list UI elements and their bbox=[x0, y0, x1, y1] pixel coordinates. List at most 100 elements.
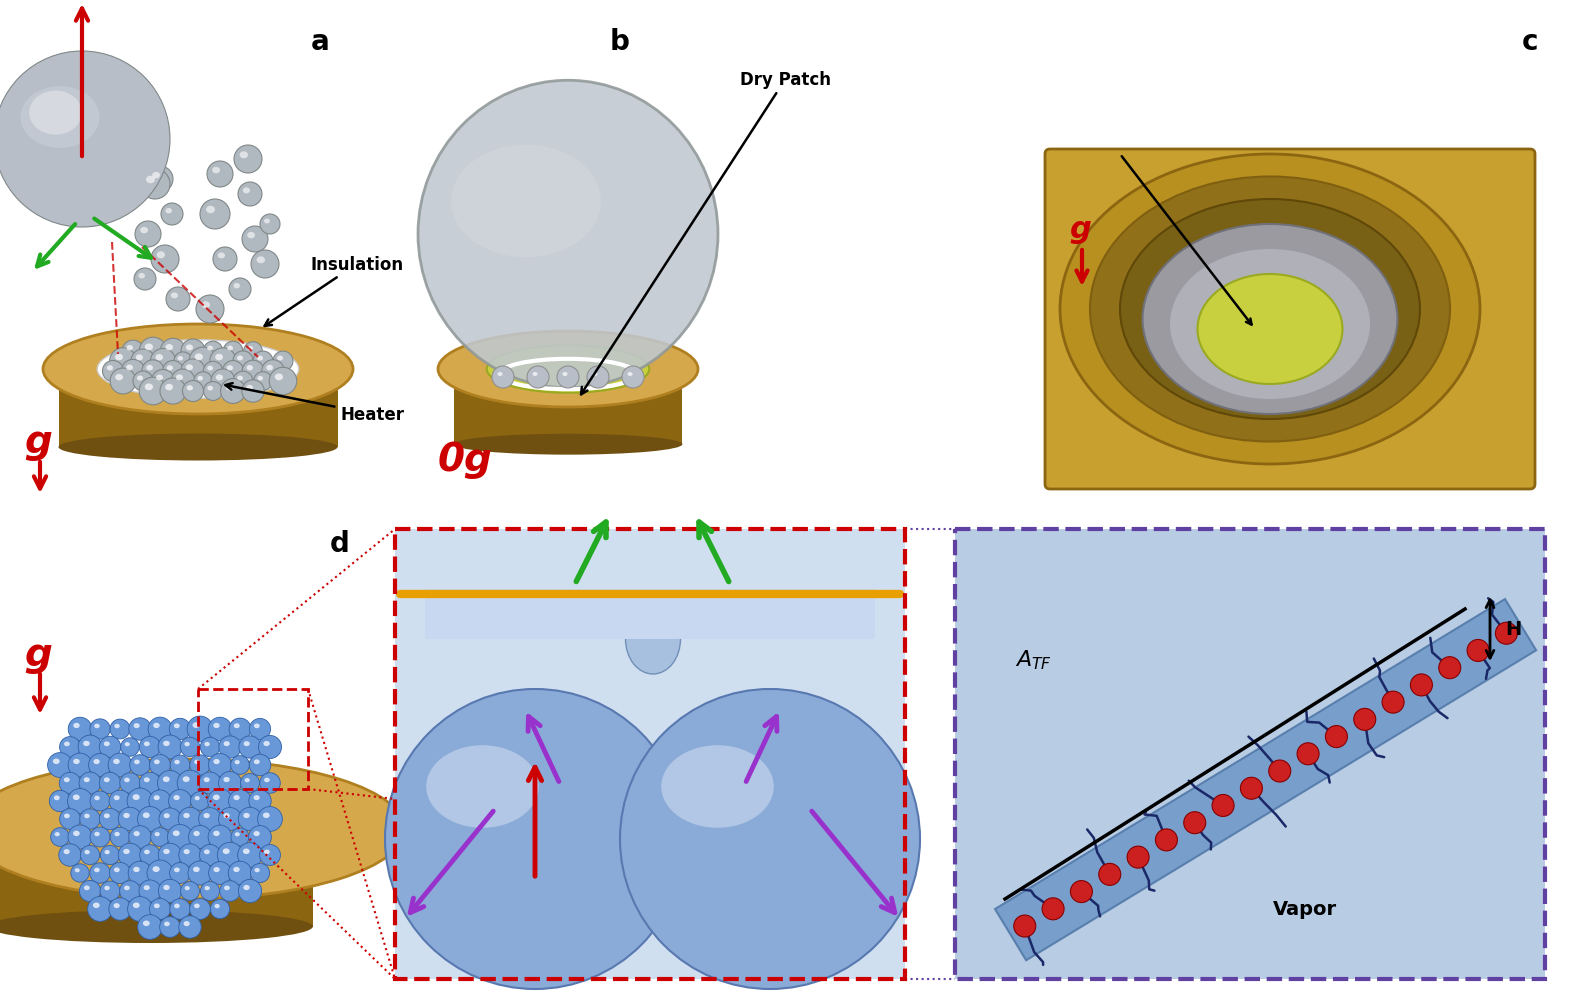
Circle shape bbox=[151, 246, 180, 274]
Ellipse shape bbox=[65, 777, 69, 782]
Ellipse shape bbox=[450, 145, 602, 258]
Ellipse shape bbox=[72, 759, 80, 764]
Circle shape bbox=[238, 880, 261, 903]
Ellipse shape bbox=[123, 813, 129, 818]
Circle shape bbox=[101, 882, 120, 901]
Ellipse shape bbox=[1170, 250, 1370, 399]
Circle shape bbox=[90, 719, 110, 739]
Circle shape bbox=[238, 843, 263, 868]
Ellipse shape bbox=[224, 741, 230, 746]
Circle shape bbox=[1269, 760, 1292, 782]
Ellipse shape bbox=[227, 366, 233, 371]
Circle shape bbox=[232, 828, 249, 847]
Circle shape bbox=[79, 772, 101, 794]
Circle shape bbox=[132, 372, 153, 391]
Text: g: g bbox=[24, 422, 52, 460]
Ellipse shape bbox=[194, 760, 200, 764]
Circle shape bbox=[161, 339, 186, 364]
Circle shape bbox=[222, 361, 244, 382]
Circle shape bbox=[110, 719, 129, 739]
Circle shape bbox=[151, 827, 170, 847]
Circle shape bbox=[99, 736, 121, 758]
Ellipse shape bbox=[213, 168, 220, 175]
Ellipse shape bbox=[135, 355, 143, 361]
Circle shape bbox=[134, 269, 156, 291]
Circle shape bbox=[99, 808, 121, 829]
Circle shape bbox=[50, 827, 69, 847]
Ellipse shape bbox=[162, 776, 170, 782]
Ellipse shape bbox=[277, 356, 284, 361]
Ellipse shape bbox=[206, 207, 216, 214]
Circle shape bbox=[181, 360, 205, 384]
Ellipse shape bbox=[154, 795, 159, 800]
Ellipse shape bbox=[217, 253, 225, 259]
Ellipse shape bbox=[233, 723, 239, 728]
Ellipse shape bbox=[173, 795, 180, 800]
Circle shape bbox=[243, 227, 268, 253]
Circle shape bbox=[243, 361, 265, 382]
Circle shape bbox=[1326, 726, 1348, 748]
Ellipse shape bbox=[113, 868, 120, 873]
Ellipse shape bbox=[126, 365, 132, 371]
Circle shape bbox=[1354, 709, 1375, 730]
Ellipse shape bbox=[146, 177, 154, 185]
Ellipse shape bbox=[115, 832, 120, 837]
Ellipse shape bbox=[247, 233, 255, 239]
Circle shape bbox=[161, 378, 186, 404]
Circle shape bbox=[88, 897, 112, 922]
Ellipse shape bbox=[266, 365, 272, 371]
Text: d: d bbox=[331, 530, 350, 558]
Ellipse shape bbox=[104, 886, 110, 891]
Ellipse shape bbox=[592, 373, 597, 376]
Circle shape bbox=[254, 352, 272, 371]
Ellipse shape bbox=[238, 376, 243, 381]
Ellipse shape bbox=[662, 745, 773, 827]
Ellipse shape bbox=[254, 795, 260, 800]
Ellipse shape bbox=[214, 868, 221, 873]
Circle shape bbox=[221, 379, 246, 404]
FancyBboxPatch shape bbox=[0, 857, 313, 927]
Circle shape bbox=[123, 341, 143, 362]
Circle shape bbox=[211, 900, 230, 919]
Circle shape bbox=[203, 382, 222, 401]
Ellipse shape bbox=[153, 723, 159, 728]
Ellipse shape bbox=[184, 850, 189, 855]
Circle shape bbox=[180, 844, 202, 867]
Circle shape bbox=[198, 807, 222, 830]
Circle shape bbox=[151, 370, 175, 393]
Circle shape bbox=[150, 899, 170, 920]
Ellipse shape bbox=[94, 868, 99, 873]
Ellipse shape bbox=[1120, 200, 1421, 419]
Ellipse shape bbox=[165, 345, 173, 351]
Ellipse shape bbox=[184, 742, 189, 746]
Ellipse shape bbox=[487, 346, 649, 393]
Circle shape bbox=[139, 772, 161, 794]
Ellipse shape bbox=[94, 724, 99, 728]
Text: $A_{TF}$: $A_{TF}$ bbox=[1014, 648, 1052, 671]
Circle shape bbox=[208, 862, 232, 885]
Circle shape bbox=[90, 827, 110, 848]
Ellipse shape bbox=[132, 794, 140, 800]
Text: a: a bbox=[310, 28, 329, 56]
Circle shape bbox=[60, 737, 80, 757]
Ellipse shape bbox=[265, 778, 269, 782]
Ellipse shape bbox=[104, 813, 110, 818]
Ellipse shape bbox=[213, 794, 219, 800]
Ellipse shape bbox=[184, 921, 189, 926]
Circle shape bbox=[129, 825, 151, 849]
Circle shape bbox=[228, 862, 252, 885]
Circle shape bbox=[1014, 915, 1036, 937]
Circle shape bbox=[249, 790, 271, 812]
Ellipse shape bbox=[239, 152, 247, 159]
Ellipse shape bbox=[194, 831, 200, 837]
FancyBboxPatch shape bbox=[954, 530, 1545, 979]
Circle shape bbox=[187, 716, 213, 742]
Circle shape bbox=[228, 279, 250, 301]
Circle shape bbox=[49, 790, 71, 811]
Circle shape bbox=[235, 145, 261, 174]
Circle shape bbox=[621, 689, 920, 989]
Circle shape bbox=[79, 735, 102, 759]
Circle shape bbox=[238, 807, 261, 830]
Ellipse shape bbox=[257, 356, 263, 361]
Ellipse shape bbox=[243, 813, 250, 818]
